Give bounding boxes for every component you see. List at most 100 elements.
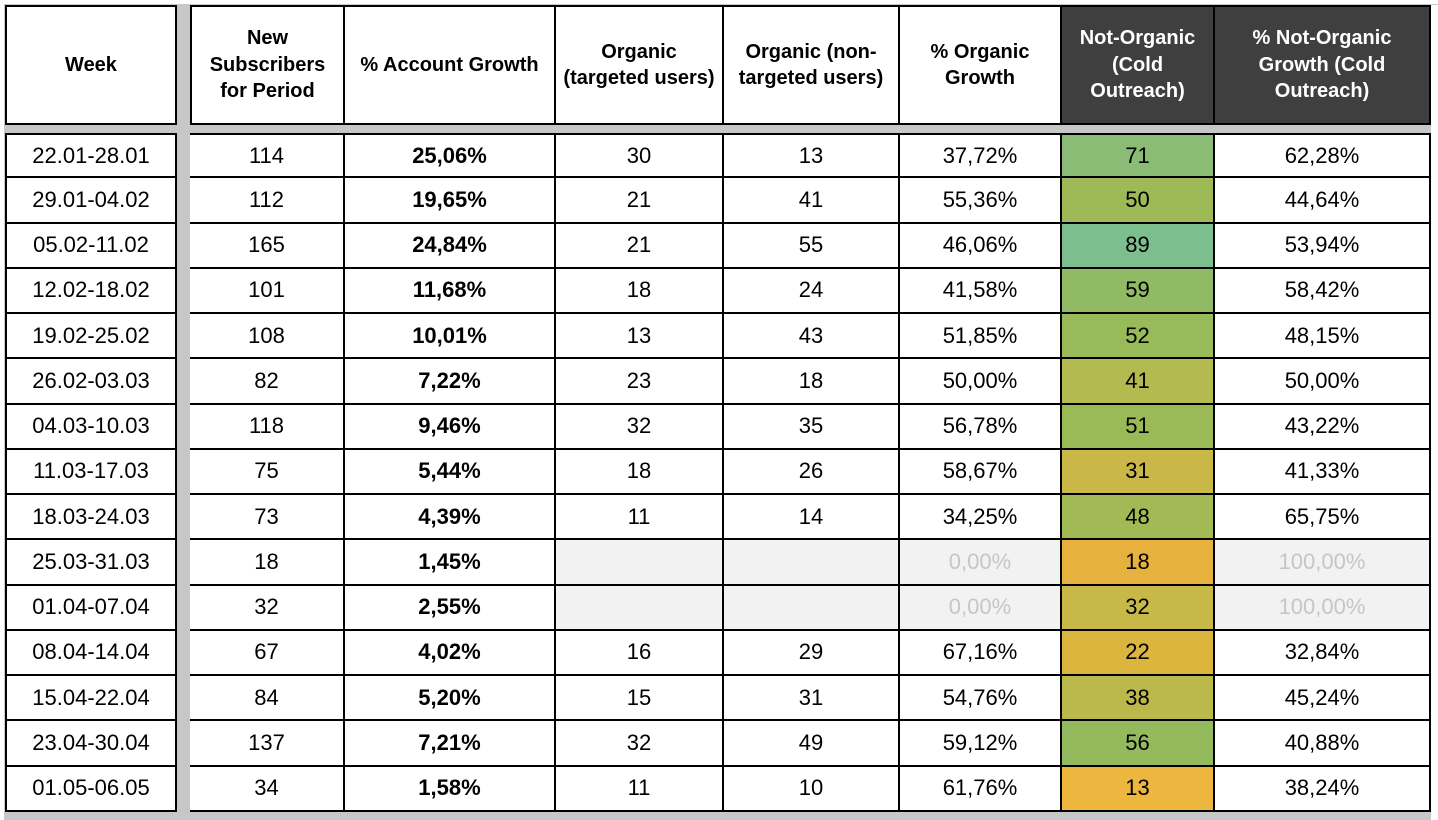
header-not-organic[interactable]: Not-Organic (Cold Outreach)	[1062, 5, 1215, 125]
cell-not-organic-growth[interactable]: 100,00%	[1215, 540, 1431, 586]
cell-organic-targeted[interactable]: 18	[556, 268, 724, 314]
cell-week[interactable]: 01.04-07.04	[5, 585, 177, 631]
cell-organic-non-targeted[interactable]: 29	[724, 630, 900, 676]
cell-not-organic[interactable]: 38	[1062, 676, 1215, 722]
cell-new-subscribers[interactable]: 118	[190, 404, 345, 450]
cell-organic-non-targeted[interactable]: 18	[724, 359, 900, 405]
cell-new-subscribers[interactable]: 32	[190, 585, 345, 631]
cell-not-organic[interactable]: 18	[1062, 540, 1215, 586]
cell-week[interactable]: 23.04-30.04	[5, 721, 177, 767]
cell-not-organic[interactable]: 59	[1062, 268, 1215, 314]
cell-not-organic[interactable]: 41	[1062, 359, 1215, 405]
cell-not-organic-growth[interactable]: 48,15%	[1215, 314, 1431, 360]
cell-week[interactable]: 25.03-31.03	[5, 540, 177, 586]
cell-not-organic[interactable]: 89	[1062, 223, 1215, 269]
cell-account-growth[interactable]: 9,46%	[345, 404, 556, 450]
cell-account-growth[interactable]: 5,44%	[345, 449, 556, 495]
cell-week[interactable]: 08.04-14.04	[5, 630, 177, 676]
header-new-subscribers[interactable]: New Subscribers for Period	[190, 5, 345, 125]
cell-organic-growth[interactable]: 0,00%	[900, 540, 1062, 586]
cell-week[interactable]: 18.03-24.03	[5, 495, 177, 541]
cell-account-growth[interactable]: 19,65%	[345, 178, 556, 224]
cell-account-growth[interactable]: 24,84%	[345, 223, 556, 269]
cell-organic-growth[interactable]: 56,78%	[900, 404, 1062, 450]
header-organic-non-targeted[interactable]: Organic (non-targeted users)	[724, 5, 900, 125]
header-account-growth[interactable]: % Account Growth	[345, 5, 556, 125]
cell-organic-growth[interactable]: 34,25%	[900, 495, 1062, 541]
cell-not-organic-growth[interactable]: 100,00%	[1215, 585, 1431, 631]
cell-organic-non-targeted[interactable]	[724, 585, 900, 631]
cell-account-growth[interactable]: 5,20%	[345, 676, 556, 722]
cell-organic-targeted[interactable]: 15	[556, 676, 724, 722]
cell-not-organic-growth[interactable]: 62,28%	[1215, 133, 1431, 179]
cell-not-organic[interactable]: 56	[1062, 721, 1215, 767]
cell-not-organic[interactable]: 50	[1062, 178, 1215, 224]
cell-not-organic-growth[interactable]: 58,42%	[1215, 268, 1431, 314]
cell-organic-growth[interactable]: 46,06%	[900, 223, 1062, 269]
cell-organic-growth[interactable]: 54,76%	[900, 676, 1062, 722]
cell-organic-non-targeted[interactable]: 13	[724, 133, 900, 179]
cell-week[interactable]: 05.02-11.02	[5, 223, 177, 269]
cell-new-subscribers[interactable]: 137	[190, 721, 345, 767]
cell-week[interactable]: 11.03-17.03	[5, 449, 177, 495]
cell-new-subscribers[interactable]: 101	[190, 268, 345, 314]
cell-organic-growth[interactable]: 58,67%	[900, 449, 1062, 495]
cell-new-subscribers[interactable]: 75	[190, 449, 345, 495]
cell-organic-targeted[interactable]: 11	[556, 766, 724, 812]
cell-organic-non-targeted[interactable]	[724, 540, 900, 586]
cell-new-subscribers[interactable]: 73	[190, 495, 345, 541]
cell-organic-targeted[interactable]: 18	[556, 449, 724, 495]
cell-organic-growth[interactable]: 67,16%	[900, 630, 1062, 676]
cell-not-organic[interactable]: 22	[1062, 630, 1215, 676]
cell-week[interactable]: 15.04-22.04	[5, 676, 177, 722]
cell-organic-targeted[interactable]: 30	[556, 133, 724, 179]
cell-organic-non-targeted[interactable]: 35	[724, 404, 900, 450]
cell-organic-non-targeted[interactable]: 43	[724, 314, 900, 360]
cell-organic-targeted[interactable]	[556, 540, 724, 586]
cell-organic-non-targeted[interactable]: 26	[724, 449, 900, 495]
cell-not-organic-growth[interactable]: 45,24%	[1215, 676, 1431, 722]
cell-not-organic[interactable]: 13	[1062, 766, 1215, 812]
cell-account-growth[interactable]: 11,68%	[345, 268, 556, 314]
cell-week[interactable]: 12.02-18.02	[5, 268, 177, 314]
cell-new-subscribers[interactable]: 84	[190, 676, 345, 722]
cell-organic-targeted[interactable]: 21	[556, 223, 724, 269]
cell-organic-growth[interactable]: 41,58%	[900, 268, 1062, 314]
cell-not-organic[interactable]: 31	[1062, 449, 1215, 495]
cell-organic-targeted[interactable]: 21	[556, 178, 724, 224]
cell-organic-growth[interactable]: 59,12%	[900, 721, 1062, 767]
cell-organic-growth[interactable]: 50,00%	[900, 359, 1062, 405]
cell-account-growth[interactable]: 1,45%	[345, 540, 556, 586]
cell-not-organic-growth[interactable]: 38,24%	[1215, 766, 1431, 812]
header-organic-targeted[interactable]: Organic (targeted users)	[556, 5, 724, 125]
cell-not-organic-growth[interactable]: 41,33%	[1215, 449, 1431, 495]
cell-organic-targeted[interactable]: 16	[556, 630, 724, 676]
cell-account-growth[interactable]: 2,55%	[345, 585, 556, 631]
cell-new-subscribers[interactable]: 67	[190, 630, 345, 676]
cell-organic-non-targeted[interactable]: 10	[724, 766, 900, 812]
cell-account-growth[interactable]: 10,01%	[345, 314, 556, 360]
cell-organic-targeted[interactable]: 32	[556, 721, 724, 767]
cell-organic-targeted[interactable]: 13	[556, 314, 724, 360]
cell-organic-growth[interactable]: 61,76%	[900, 766, 1062, 812]
cell-account-growth[interactable]: 4,02%	[345, 630, 556, 676]
cell-week[interactable]: 19.02-25.02	[5, 314, 177, 360]
cell-not-organic-growth[interactable]: 65,75%	[1215, 495, 1431, 541]
cell-not-organic-growth[interactable]: 40,88%	[1215, 721, 1431, 767]
cell-not-organic[interactable]: 48	[1062, 495, 1215, 541]
cell-account-growth[interactable]: 1,58%	[345, 766, 556, 812]
cell-account-growth[interactable]: 7,22%	[345, 359, 556, 405]
cell-not-organic[interactable]: 32	[1062, 585, 1215, 631]
cell-organic-targeted[interactable]: 32	[556, 404, 724, 450]
cell-week[interactable]: 26.02-03.03	[5, 359, 177, 405]
cell-new-subscribers[interactable]: 165	[190, 223, 345, 269]
header-not-organic-growth[interactable]: % Not-Organic Growth (Cold Outreach)	[1215, 5, 1431, 125]
cell-not-organic-growth[interactable]: 32,84%	[1215, 630, 1431, 676]
cell-new-subscribers[interactable]: 82	[190, 359, 345, 405]
cell-organic-non-targeted[interactable]: 14	[724, 495, 900, 541]
cell-not-organic[interactable]: 51	[1062, 404, 1215, 450]
cell-organic-growth[interactable]: 51,85%	[900, 314, 1062, 360]
cell-new-subscribers[interactable]: 114	[190, 133, 345, 179]
cell-week[interactable]: 04.03-10.03	[5, 404, 177, 450]
cell-organic-targeted[interactable]: 23	[556, 359, 724, 405]
